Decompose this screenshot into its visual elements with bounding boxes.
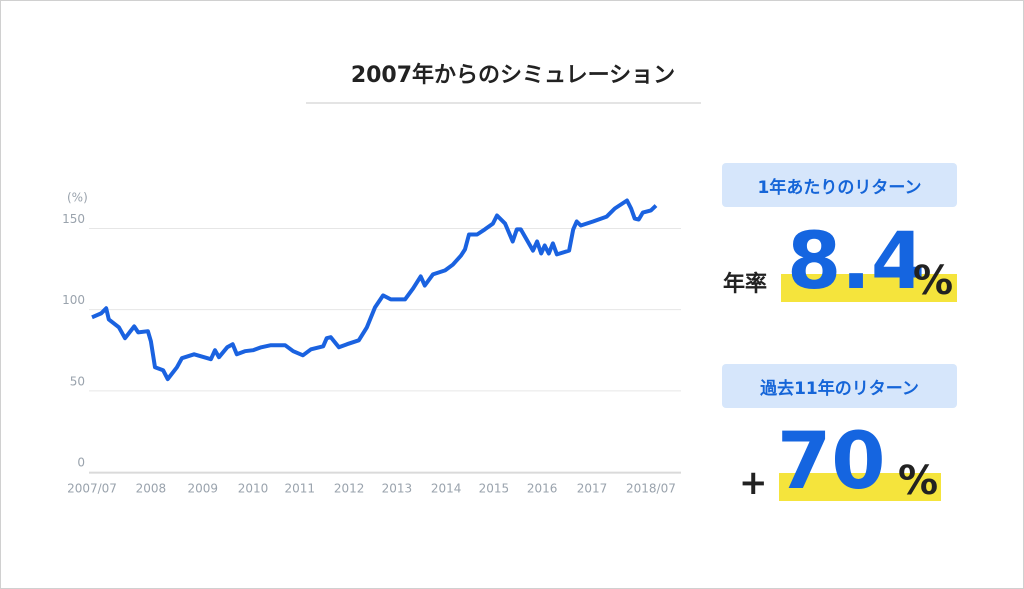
panel-unit: % [913, 258, 954, 304]
panel-unit: % [898, 458, 939, 504]
x-tick-label: 2013 [382, 482, 413, 496]
chart: 2007年からのシミュレーション (%) 0 50 100 150 2007/07 200… [62, 62, 701, 496]
y-tick-label: 50 [70, 374, 85, 388]
x-tick-label: 2017 [577, 482, 608, 496]
panel-value: 70 [777, 417, 886, 507]
x-tick-label: 2012 [334, 482, 365, 496]
x-tick-label: 2008 [136, 482, 167, 496]
panel-prefix: + [739, 463, 768, 503]
panel-value: 8.4 [787, 217, 926, 307]
y-tick-label: 0 [77, 456, 85, 470]
y-tick-label: 150 [62, 212, 85, 226]
highlight [781, 274, 957, 302]
highlight [779, 473, 941, 501]
y-tick-label: 100 [62, 293, 85, 307]
x-tick-label: 2018/07 [626, 482, 676, 496]
x-tick-label: 2014 [431, 482, 462, 496]
panel-label: 1年あたりのリターン [722, 163, 957, 207]
x-tick-label: 2007/07 [67, 482, 117, 496]
data-line [91, 198, 658, 382]
x-tick-label: 2011 [285, 482, 316, 496]
x-tick-label: 2016 [527, 482, 558, 496]
panel-prefix: 年率 [723, 272, 768, 297]
chart-title: 2007年からのシミュレーション [351, 62, 675, 88]
x-tick-label: 2015 [479, 482, 510, 496]
x-tick-label: 2009 [187, 482, 218, 496]
x-tick-label: 2010 [238, 482, 269, 496]
y-axis-label: (%) [67, 191, 88, 205]
panel-label: 過去11年のリターン [722, 364, 957, 408]
